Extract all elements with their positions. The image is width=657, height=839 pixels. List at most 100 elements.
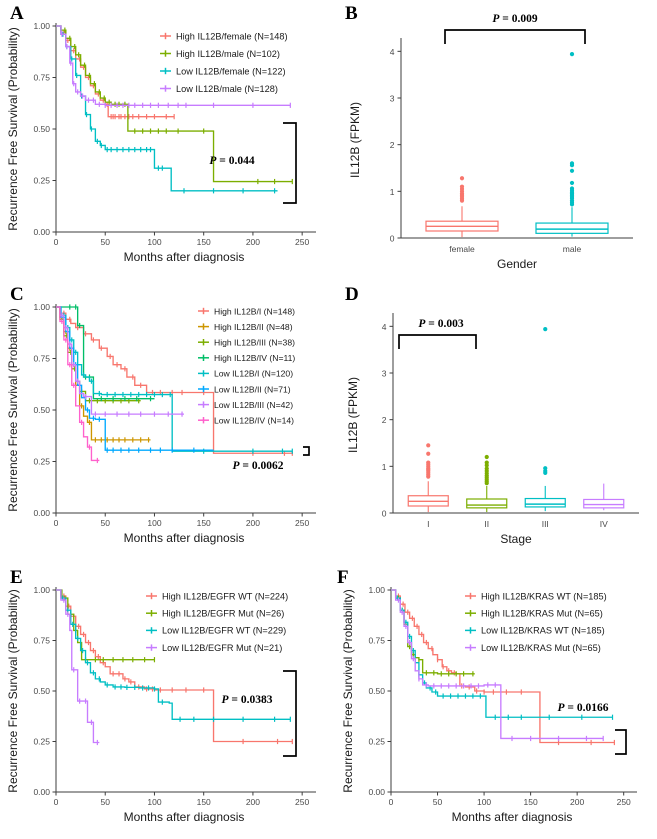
pvalue-annotation: P = 0.044	[209, 155, 254, 167]
y-tick-label: 1.00	[33, 585, 50, 595]
y-axis-title: IL12B (FPKM)	[348, 102, 362, 178]
km-curve-0	[56, 589, 293, 743]
x-tick-label: 250	[617, 797, 631, 807]
box-2	[524, 497, 566, 508]
panel-d: D 0 1 2 3 4 I II III IV Stage IL12B (FPKM) P = 0.00…	[337, 283, 657, 566]
legend-label-2: High IL12B/III (N=38)	[214, 338, 295, 348]
y-tick-label: 4	[390, 47, 395, 57]
outlier-point-1-11	[569, 168, 575, 173]
y-tick-label: 3	[390, 94, 395, 104]
km-curve-2	[56, 589, 291, 720]
significance-bracket	[615, 729, 627, 755]
legend-label-1: High IL12B/KRAS Mut (N=65)	[481, 609, 603, 619]
y-tick-label: 0.50	[368, 686, 385, 696]
panel-f-letter: F	[337, 567, 349, 588]
x-tick-label: 100	[147, 797, 161, 807]
y-axis-title: Recurrence Free Survival (Probability)	[6, 308, 20, 511]
y-tick-label: 4	[382, 322, 387, 332]
outlier-point-0-9	[426, 451, 431, 456]
legend-label-1: High IL12B/male (N=102)	[176, 49, 280, 59]
x-tick-label: 150	[197, 518, 211, 528]
x-tick-label: 150	[524, 797, 538, 807]
y-tick-label: 0.00	[33, 787, 50, 797]
x-tick-label: 0	[54, 237, 59, 247]
x-tick-label: 200	[570, 797, 584, 807]
y-tick-label: 0.00	[33, 227, 50, 237]
y-axis-title: IL12B (FPKM)	[346, 377, 360, 453]
legend-label-3: Low IL12B/KRAS Mut (N=65)	[481, 643, 601, 653]
y-tick-label: 2	[382, 415, 387, 425]
x-category-label-0: I	[427, 519, 429, 529]
y-tick-label: 1.00	[368, 585, 385, 595]
legend-label-1: High IL12B/II (N=48)	[214, 322, 293, 332]
km-curve-3	[56, 25, 291, 106]
pvalue-number: = 0.0062	[240, 460, 284, 472]
legend-label-5: Low IL12B/II (N=71)	[214, 384, 291, 394]
panel-c-plot: 0 50 100 150 200 250 0.00 0.25 0.50 0.75 1.00 Month…	[6, 302, 316, 545]
x-tick-label: 0	[54, 518, 59, 528]
panel-f: F 0 50 100 150 200 250 0.00 0.25 0.50 0.75 1.00 Mon…	[337, 566, 657, 839]
y-tick-label: 0.25	[33, 176, 50, 186]
y-tick-label: 0.75	[33, 636, 50, 646]
legend-label-2: Low IL12B/female (N=122)	[176, 66, 286, 76]
legend-label-0: High IL12B/I (N=148)	[214, 306, 295, 316]
legend-label-0: High IL12B/KRAS WT (N=185)	[481, 591, 607, 601]
y-tick-label: 1.00	[33, 21, 50, 31]
y-tick-label: 0.50	[33, 686, 50, 696]
legend-label-3: Low IL12B/EGFR Mut (N=21)	[162, 643, 282, 653]
outlier-point-1-9	[569, 186, 575, 191]
x-tick-label: 0	[54, 797, 59, 807]
y-tick-label: 0.50	[33, 124, 50, 134]
x-axis-title: Months after diagnosis	[124, 810, 245, 824]
y-axis-title: Recurrence Free Survival (Probability)	[341, 589, 355, 792]
y-tick-label: 0.75	[368, 636, 385, 646]
pvalue-number: = 0.0166	[565, 702, 609, 714]
y-axis-title: Recurrence Free Survival (Probability)	[6, 589, 20, 792]
panel-e-plot: 0 50 100 150 200 250 0.00 0.25 0.50 0.75 1.00 Month…	[6, 585, 316, 824]
outlier-point-1-13	[569, 161, 575, 166]
outlier-point-1-10	[484, 454, 489, 460]
panel-a-plot: 0 50 100 150 200 250 0.00 0.25 0.50 0.75 1.00 Month…	[6, 21, 316, 264]
x-tick-label: 50	[100, 237, 110, 247]
x-tick-label: 200	[246, 797, 260, 807]
km-curve-2	[56, 306, 141, 402]
x-category-label-1: II	[484, 519, 489, 529]
pvalue-annotation: P = 0.0062	[233, 460, 284, 472]
x-tick-label: 50	[100, 797, 110, 807]
y-tick-label: 0.25	[33, 737, 50, 747]
outlier-point-0-7	[459, 184, 465, 189]
significance-bracket	[283, 670, 297, 757]
pvalue-number: = 0.0383	[229, 694, 273, 706]
x-tick-label: 250	[295, 797, 309, 807]
outlier-point-0-8	[426, 460, 431, 465]
pvalue-annotation: P = 0.0166	[558, 702, 609, 714]
x-tick-label: 200	[246, 518, 260, 528]
y-tick-label: 0	[382, 509, 387, 519]
x-category-label-2: III	[542, 519, 549, 529]
legend-label-3: High IL12B/IV (N=11)	[214, 353, 295, 363]
y-tick-label: 0.50	[33, 405, 50, 415]
outlier-point-2-3	[543, 327, 548, 332]
pvalue-symbol: P	[492, 13, 500, 25]
x-tick-label: 100	[147, 518, 161, 528]
pvalue-number: = 0.009	[499, 13, 537, 25]
x-category-label-0: female	[449, 244, 475, 254]
x-tick-label: 50	[433, 797, 443, 807]
box-1	[466, 498, 508, 509]
panel-a-letter: A	[10, 3, 24, 24]
panel-b-plot: 0 1 2 3 4 female male Gender IL12B (FPKM) P = 0.0…	[348, 13, 633, 271]
legend-label-6: Low IL12B/III (N=42)	[214, 400, 293, 410]
y-tick-label: 3	[382, 369, 387, 379]
legend-label-2: Low IL12B/KRAS WT (N=185)	[481, 626, 605, 636]
pvalue-number: = 0.003	[425, 318, 463, 330]
pvalue-symbol: P	[222, 694, 230, 706]
x-tick-label: 250	[295, 518, 309, 528]
outlier-point-1-7	[484, 466, 489, 471]
x-category-label-1: male	[563, 244, 582, 254]
panel-f-plot: 0 50 100 150 200 250 0.00 0.25 0.50 0.75 1.00 Month…	[341, 585, 637, 824]
panel-e: E 0 50 100 150 200 250 0.00 0.25 0.50 0.75 1.00 Mon…	[0, 566, 337, 839]
pvalue-annotation: P = 0.009	[492, 13, 537, 25]
x-tick-label: 150	[197, 237, 211, 247]
pvalue-annotation: P = 0.0383	[222, 694, 273, 706]
